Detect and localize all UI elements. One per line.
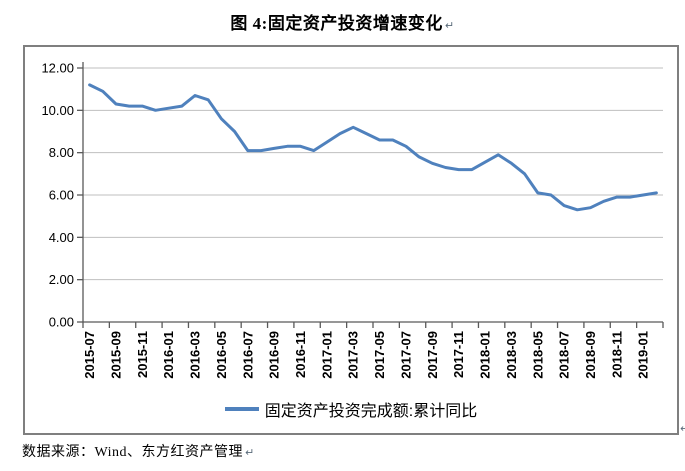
y-axis-label: 2.00 <box>49 272 74 287</box>
x-axis-label: 2016-07 <box>240 331 255 379</box>
legend-line-marker <box>224 407 259 411</box>
x-axis-label: 2018-01 <box>478 331 493 379</box>
x-axis-label: 2016-11 <box>293 331 308 378</box>
x-axis-labels: 2015-07 2015-09 2015-11 2016-01 2016-03 2016-… <box>82 331 651 379</box>
x-axis-label: 2017-05 <box>372 331 387 379</box>
paragraph-mark-icon: ↵ <box>444 19 455 32</box>
x-axis-label: 2018-11 <box>609 331 624 378</box>
figure-title: 图 4:固定资产投资增速变化 ↵ <box>0 9 685 34</box>
x-axis-label: 2016-01 <box>161 331 176 379</box>
chart-frame: 0.00 2.00 4.00 6.00 8.00 10.00 12.00 2015-07 201… <box>23 45 679 435</box>
x-axis-label: 2016-05 <box>214 331 229 379</box>
x-axis-label: 2016-03 <box>188 331 203 379</box>
gridlines <box>83 67 663 281</box>
y-axis-label: 0.00 <box>49 315 74 330</box>
x-axis-label: 2018-09 <box>583 331 598 379</box>
x-axis-label: 2017-09 <box>425 331 440 379</box>
paragraph-mark-icon: ↵ <box>680 422 685 435</box>
y-axis-label: 6.00 <box>49 188 74 203</box>
x-axis-label: 2018-03 <box>504 331 519 379</box>
x-axis-ticks <box>82 322 664 328</box>
data-line-fixed-asset-investment-yoy <box>88 83 658 212</box>
legend-series-label: 固定资产投资完成额:累计同比 <box>264 403 478 420</box>
y-axis-label: 8.00 <box>49 145 74 160</box>
x-axis-label: 2015-11 <box>135 331 150 378</box>
y-axis-label: 4.00 <box>49 230 74 245</box>
x-axis-label: 2017-01 <box>319 331 334 379</box>
x-axis-label: 2015-09 <box>108 331 123 379</box>
source-note: 数据来源：Wind、东方红资产管理 ↵ <box>22 441 255 461</box>
paragraph-mark-icon: ↵ <box>245 446 255 459</box>
x-axis-label: 2015-07 <box>82 331 97 379</box>
chart-legend: 固定资产投资完成额:累计同比 <box>25 399 677 420</box>
x-axis-label: 2017-07 <box>398 331 413 379</box>
x-axis-label: 2018-05 <box>530 331 545 379</box>
x-axis-label: 2016-09 <box>267 331 282 379</box>
figure-title-text: 图 4:固定资产投资增速变化 <box>230 14 443 33</box>
y-axis-labels: 0.00 2.00 4.00 6.00 8.00 10.00 12.00 <box>41 61 83 330</box>
y-axis-label: 10.00 <box>41 103 74 118</box>
x-axis-label: 2019-01 <box>636 331 651 379</box>
axes <box>82 62 663 323</box>
x-axis-label: 2017-03 <box>346 331 361 379</box>
x-axis-label: 2018-07 <box>557 331 572 379</box>
source-note-text: 数据来源：Wind、东方红资产管理 <box>22 445 244 460</box>
x-axis-label: 2017-11 <box>451 331 466 378</box>
y-axis-label: 12.00 <box>41 61 74 76</box>
